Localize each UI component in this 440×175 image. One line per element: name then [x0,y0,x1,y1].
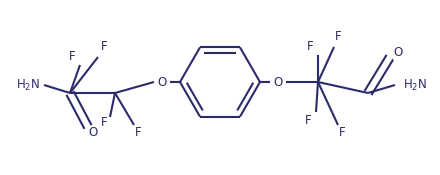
Text: H$_2$N: H$_2$N [403,78,427,93]
Text: F: F [307,40,313,54]
Text: O: O [273,75,282,89]
Text: O: O [393,47,403,60]
Text: F: F [101,40,107,54]
Text: H$_2$N: H$_2$N [16,78,40,93]
Text: O: O [88,127,98,139]
Text: F: F [135,127,141,139]
Text: O: O [158,75,167,89]
Text: F: F [335,30,341,44]
Text: F: F [339,127,345,139]
Text: F: F [304,114,312,127]
Text: F: F [101,117,107,130]
Text: F: F [69,51,75,64]
